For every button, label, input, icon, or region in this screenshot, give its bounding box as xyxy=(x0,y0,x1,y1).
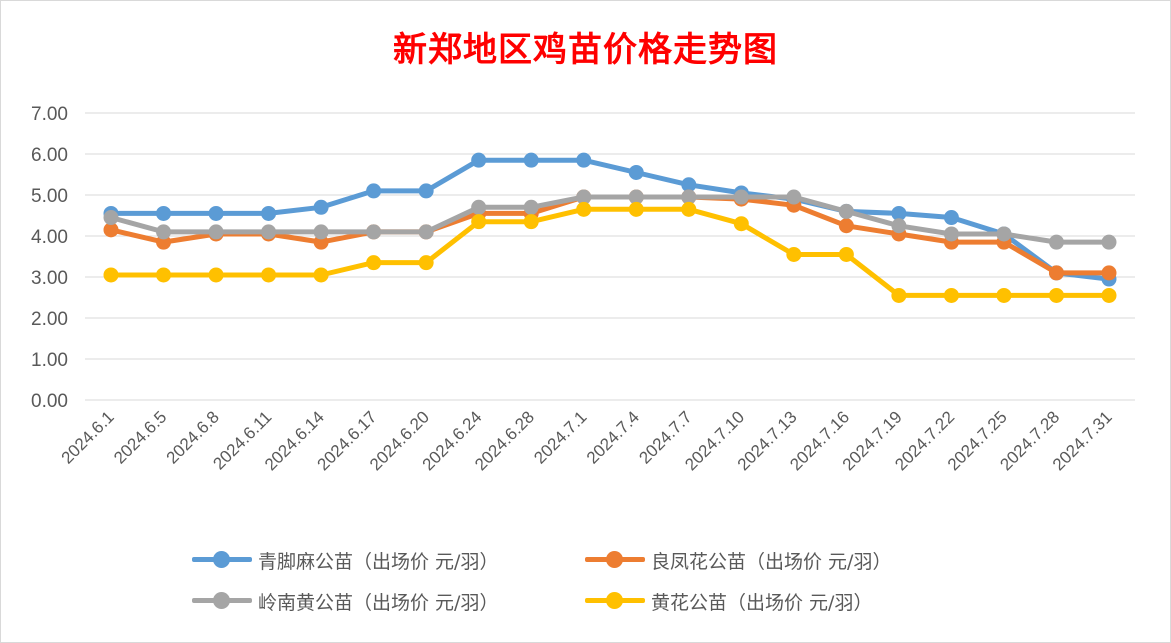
data-point xyxy=(943,287,959,303)
x-tick-label: 2024.7.1 xyxy=(530,407,590,467)
data-point xyxy=(418,183,434,199)
y-tick-label: 5.00 xyxy=(31,186,68,207)
data-point xyxy=(996,226,1012,242)
data-point xyxy=(366,255,382,271)
data-point xyxy=(943,226,959,242)
series-line xyxy=(108,157,1112,282)
data-point xyxy=(1101,234,1117,250)
data-point xyxy=(891,287,907,303)
data-point xyxy=(523,199,539,215)
series-4 xyxy=(103,201,1117,303)
data-point xyxy=(786,246,802,262)
data-point xyxy=(471,152,487,168)
data-point xyxy=(103,210,119,226)
legend-swatch xyxy=(583,583,647,619)
legend-label: 岭南黄公苗（出场价 元/羽） xyxy=(258,591,499,614)
chart-title: 新郑地区鸡苗价格走势图 xyxy=(393,30,778,70)
legend-label: 青脚麻公苗（出场价 元/羽） xyxy=(258,550,499,573)
data-point xyxy=(838,218,854,234)
data-point xyxy=(261,267,277,283)
legend-item: 黄花公苗（出场价 元/羽） xyxy=(583,583,872,619)
data-point xyxy=(1048,265,1064,281)
data-point xyxy=(156,267,172,283)
data-point xyxy=(576,189,592,205)
legend-label: 黄花公苗（出场价 元/羽） xyxy=(651,591,873,614)
legend-label: 良凤花公苗（出场价 元/羽） xyxy=(651,550,892,573)
x-axis: 2024.6.12024.6.52024.6.82024.6.112024.6.… xyxy=(58,407,1116,474)
data-point xyxy=(786,189,802,205)
legend-swatch xyxy=(190,583,254,619)
legend-item: 良凤花公苗（出场价 元/羽） xyxy=(583,542,891,578)
data-point xyxy=(838,246,854,262)
data-point xyxy=(1048,234,1064,250)
data-point xyxy=(156,224,172,240)
x-tick-label: 2024.7.4 xyxy=(583,407,643,467)
legend-item: 青脚麻公苗（出场价 元/羽） xyxy=(190,542,498,578)
data-point xyxy=(261,224,277,240)
data-point xyxy=(891,205,907,221)
series-1 xyxy=(103,152,1117,287)
data-point xyxy=(1101,287,1117,303)
data-point xyxy=(733,189,749,205)
data-point xyxy=(943,210,959,226)
data-point xyxy=(471,199,487,215)
data-point xyxy=(261,205,277,221)
data-point xyxy=(733,216,749,232)
y-tick-label: 4.00 xyxy=(31,227,68,248)
data-point xyxy=(838,203,854,219)
data-point xyxy=(681,189,697,205)
data-point xyxy=(313,199,329,215)
data-point xyxy=(891,218,907,234)
data-point xyxy=(628,164,644,180)
data-point xyxy=(208,205,224,221)
y-tick-label: 1.00 xyxy=(31,350,68,371)
series-line xyxy=(108,206,1112,298)
data-point xyxy=(313,234,329,250)
legend-item: 岭南黄公苗（出场价 元/羽） xyxy=(190,583,498,619)
data-point xyxy=(103,267,119,283)
series-3 xyxy=(103,189,1117,250)
legend-swatch xyxy=(190,542,254,578)
y-tick-label: 7.00 xyxy=(31,104,68,125)
x-tick-label: 2024.6.1 xyxy=(58,407,118,467)
data-point xyxy=(103,222,119,238)
gridlines xyxy=(85,112,1135,401)
data-point xyxy=(1101,265,1117,281)
y-axis: 0.00 1.00 2.00 3.00 4.00 5.00 6.00 7.00 xyxy=(31,104,68,412)
y-tick-label: 0.00 xyxy=(31,391,68,412)
x-tick-label: 2024.6.5 xyxy=(110,407,170,467)
y-tick-label: 6.00 xyxy=(31,145,68,166)
data-point xyxy=(681,201,697,217)
data-point xyxy=(208,224,224,240)
data-point xyxy=(523,152,539,168)
data-point xyxy=(418,224,434,240)
data-point xyxy=(628,201,644,217)
data-point xyxy=(418,255,434,271)
data-point xyxy=(523,214,539,230)
y-tick-label: 3.00 xyxy=(31,268,68,289)
legend-swatch xyxy=(583,542,647,578)
data-point xyxy=(471,214,487,230)
data-point xyxy=(156,205,172,221)
data-point xyxy=(576,201,592,217)
data-point xyxy=(366,183,382,199)
data-point xyxy=(576,152,592,168)
data-point xyxy=(1048,287,1064,303)
data-point xyxy=(996,287,1012,303)
data-point xyxy=(628,189,644,205)
data-point xyxy=(313,267,329,283)
series-line xyxy=(108,194,1112,245)
y-tick-label: 2.00 xyxy=(31,309,68,330)
data-point xyxy=(366,224,382,240)
data-point xyxy=(313,224,329,240)
data-point xyxy=(681,177,697,193)
data-point xyxy=(208,267,224,283)
data-point xyxy=(156,234,172,250)
